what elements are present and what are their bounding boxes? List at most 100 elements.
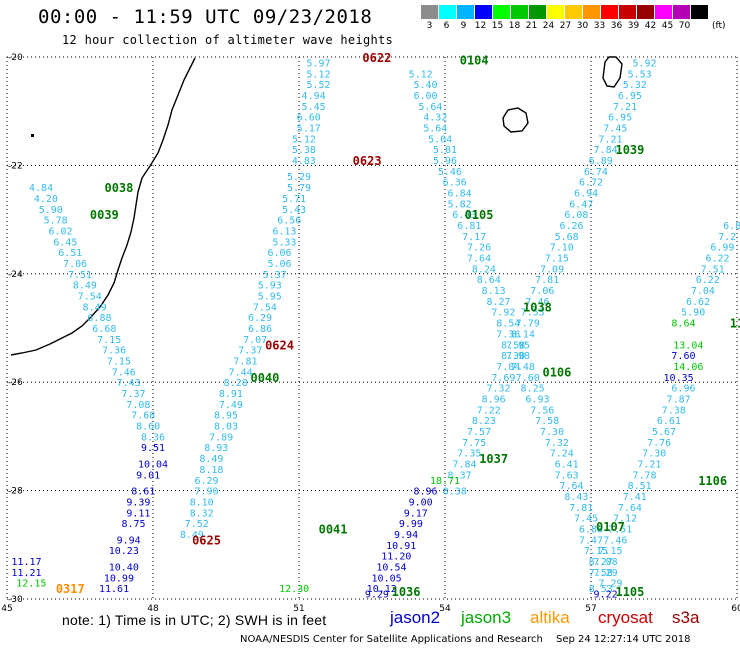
wave-height-value: 7.08 — [126, 400, 150, 411]
pass-time-label: 11 — [730, 317, 740, 331]
wave-height-value: 7.21 — [613, 102, 637, 113]
axis-tick-labels: 45 48 51 54 57 60 -20 -22 -24 -26 -28 -30 — [1, 53, 740, 614]
color-scale-label: 12 — [474, 21, 487, 31]
wave-height-value: 9.01 — [136, 470, 160, 481]
wave-height-value: 7.84 — [452, 460, 476, 471]
color-scale-bar — [421, 5, 709, 19]
wave-height-value: 8.91 — [219, 389, 243, 400]
wave-height-value: 6.68 — [92, 324, 116, 335]
color-scale-label: 21 — [525, 21, 538, 31]
wave-height-value: 10.04 — [138, 460, 168, 471]
wave-height-value: 7.78 — [632, 470, 656, 481]
wave-height-value: 7.45 — [574, 514, 598, 525]
wave-height-value: 5.43 — [282, 205, 306, 216]
wave-height-value: 7.45 — [603, 123, 627, 134]
generated-timestamp: Sep 24 12:27:14 UTC 2018 — [556, 634, 691, 645]
legend-altika: altika — [530, 608, 570, 627]
wave-height-value: 5.64 — [423, 123, 447, 134]
color-scale-swatch — [439, 5, 457, 19]
wave-height-value: 7.68 — [131, 411, 155, 422]
wave-height-value: 5.53 — [628, 69, 652, 80]
wave-height-value: 6.47 — [569, 199, 593, 210]
longitude-tick-label: 60 — [731, 604, 740, 614]
pass-time-label: 0624 — [265, 338, 294, 352]
wave-height-value: 7.64 — [618, 503, 642, 514]
wave-height-value: 7.15 — [97, 335, 121, 346]
color-scale-swatch — [619, 5, 637, 19]
legend-jason3: jason3 — [461, 608, 512, 627]
wave-height-value: 7.58 — [535, 416, 559, 427]
wave-height-value: 7.56 — [530, 405, 554, 416]
wave-height-value: 5.95 — [258, 291, 282, 302]
wave-height-value: 5.12 — [292, 134, 316, 145]
wave-height-value: 8.49 — [199, 454, 223, 465]
wave-height-value: 7.84 — [496, 362, 520, 373]
wave-height-value: 7.58 — [589, 568, 613, 579]
wave-height-value: 10.54 — [376, 562, 406, 573]
wave-height-value: 8.75 — [121, 519, 145, 530]
color-scale-swatch — [583, 5, 601, 19]
wave-height-value: 7.41 — [623, 492, 647, 503]
latitude-tick-label: -22 — [8, 161, 23, 171]
wave-height-value: 8.38 — [443, 487, 467, 498]
wave-height-value: 7.92 — [491, 308, 515, 319]
wave-height-value: 8.24 — [472, 264, 496, 275]
color-scale-label: 18 — [508, 21, 521, 31]
wave-height-value: 8.95 — [214, 411, 238, 422]
pass-time-label: 0104 — [460, 54, 489, 68]
wave-height-value: 8.43 — [564, 492, 588, 503]
wave-height-value: 7.60 — [516, 373, 540, 384]
latitude-tick-label: -24 — [8, 270, 23, 280]
wave-height-value: 8.14 — [511, 329, 535, 340]
color-scale-swatch — [421, 5, 439, 19]
wave-height-value: 5.12 — [409, 69, 433, 80]
pass-time-label: 0105 — [465, 208, 494, 222]
wave-height-value: 6.56 — [277, 216, 301, 227]
pass-time-labels: 0622 0104 0623 1039 0038 0105 0039 1038 11 0624 01… — [56, 51, 740, 599]
wave-height-value: 13.04 — [673, 340, 703, 351]
wave-height-value: 7.84 — [594, 145, 618, 156]
wave-height-value: 7.43 — [117, 378, 141, 389]
wave-height-value: 7.46 — [112, 367, 136, 378]
wave-height-value: 6.26 — [559, 221, 583, 232]
wave-height-value: 9.22 — [594, 590, 618, 601]
wave-height-value: 5.32 — [623, 80, 647, 91]
wave-height-value: 6.88 — [579, 525, 603, 536]
wave-height-value: 5.38 — [292, 145, 316, 156]
wave-height-value: 5.96 — [433, 156, 457, 167]
wave-height-value: 7.30 — [540, 427, 564, 438]
wave-height-value: 8.32 — [190, 508, 214, 519]
longitude-tick-label: 57 — [585, 604, 596, 614]
wave-height-value: 5.52 — [306, 80, 330, 91]
color-scale-label: 36 — [610, 21, 623, 31]
latitude-tick-label: -30 — [8, 595, 23, 605]
wave-height-value: 10.91 — [386, 541, 416, 552]
pass-time-label: 0623 — [353, 154, 382, 168]
pass-time-label: 1039 — [615, 143, 644, 157]
wave-height-value: 8.53 — [589, 584, 613, 595]
color-scale-label: 27 — [559, 21, 572, 31]
wave-height-value: 9.99 — [399, 519, 423, 530]
wave-height-value: 7.76 — [647, 438, 671, 449]
wave-height-value: 6.51 — [58, 248, 82, 259]
color-scale-swatch — [565, 5, 583, 19]
wave-height-value: 5.97 — [306, 58, 330, 69]
pass-time-label: 0317 — [56, 582, 85, 596]
wave-height-value: 8.36 — [141, 432, 165, 443]
wave-height-value: 7.06 — [530, 286, 554, 297]
wave-height-value: 6.08 — [564, 210, 588, 221]
wave-height-value: 5.90 — [39, 205, 63, 216]
wave-height-value: 5.82 — [448, 199, 472, 210]
wave-height-value: 4.84 — [29, 183, 53, 194]
wave-height-value: 7.15 — [584, 546, 608, 557]
wave-height-value: 7.26 — [467, 243, 491, 254]
page-subtitle: 12 hour collection of altimeter wave hei… — [62, 33, 394, 47]
pass-time-label: 0041 — [319, 523, 348, 537]
wave-height-value: 6.43 — [452, 210, 476, 221]
color-scale-labels: 3 6 9 12 15 18 21 24 27 30 33 36 39 42 45 70 — [421, 21, 693, 31]
wave-height-value: 7.10 — [550, 243, 574, 254]
wave-height-value: 7.46 — [525, 297, 549, 308]
wave-height-value: 11.61 — [99, 584, 129, 595]
wave-height-value: 5.04 — [428, 134, 452, 145]
